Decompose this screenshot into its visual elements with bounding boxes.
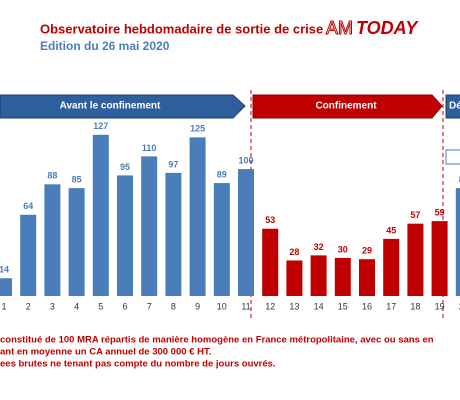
bar bbox=[0, 278, 12, 296]
x-tick-label: 1 bbox=[1, 301, 6, 311]
value-label: 95 bbox=[120, 162, 130, 172]
bar bbox=[92, 134, 109, 296]
value-label: 97 bbox=[168, 159, 178, 169]
value-label: 85 bbox=[459, 174, 460, 184]
x-tick-label: 18 bbox=[410, 301, 420, 311]
logo-today: TODAY bbox=[356, 18, 419, 38]
period-label: Déconfinement bbox=[449, 101, 460, 112]
legend-box bbox=[445, 149, 460, 165]
bar bbox=[359, 259, 375, 296]
bar bbox=[213, 183, 230, 296]
x-tick-label: 9 bbox=[195, 301, 200, 311]
x-tick-label: 6 bbox=[122, 301, 127, 311]
bar bbox=[68, 188, 85, 296]
bar bbox=[165, 172, 182, 296]
value-label: 59 bbox=[435, 207, 445, 217]
value-label: 125 bbox=[190, 124, 205, 134]
bar bbox=[189, 137, 206, 296]
period-label: Avant le confinement bbox=[60, 101, 161, 112]
bar bbox=[262, 228, 279, 296]
value-label: 53 bbox=[265, 215, 275, 225]
bar bbox=[334, 257, 351, 296]
x-tick-label: 12 bbox=[265, 301, 275, 311]
x-tick-label: 10 bbox=[217, 301, 227, 311]
value-label: 110 bbox=[142, 143, 157, 153]
value-label: 45 bbox=[386, 225, 396, 235]
value-label: 64 bbox=[23, 201, 33, 211]
bar bbox=[20, 214, 37, 296]
x-tick-label: 19 bbox=[435, 301, 445, 311]
x-tick-label: 16 bbox=[362, 301, 372, 311]
note: ant en moyenne un CA annuel de 300 000 €… bbox=[0, 347, 211, 358]
x-tick-label: 13 bbox=[289, 301, 299, 311]
period-arrow bbox=[252, 94, 443, 119]
x-tick-label: 3 bbox=[50, 301, 55, 311]
value-label: 100 bbox=[238, 155, 253, 165]
bar bbox=[383, 238, 400, 296]
x-tick-label: 20 bbox=[459, 301, 460, 311]
chart-subtitle: Edition du 26 mai 2020 bbox=[40, 39, 170, 53]
note: ees brutes ne tenant pas compte du nombr… bbox=[0, 359, 276, 370]
value-label: 28 bbox=[289, 247, 299, 257]
x-tick-label: 14 bbox=[314, 301, 324, 311]
x-tick-label: 11 bbox=[241, 301, 250, 311]
bar bbox=[431, 221, 448, 296]
value-label: 29 bbox=[362, 246, 372, 256]
chart-title: Observatoire hebdomadaire de sortie de c… bbox=[40, 21, 323, 36]
period-arrow bbox=[445, 94, 460, 119]
bar bbox=[117, 175, 133, 296]
value-label: 30 bbox=[338, 244, 348, 254]
bar bbox=[44, 184, 61, 296]
bar bbox=[286, 260, 303, 296]
x-tick-label: 5 bbox=[98, 301, 103, 311]
period-arrow bbox=[0, 94, 246, 119]
value-label: 89 bbox=[217, 169, 227, 179]
bar bbox=[407, 223, 424, 296]
value-label: 85 bbox=[72, 174, 82, 184]
bar bbox=[141, 156, 158, 296]
bar bbox=[310, 255, 327, 296]
value-label: 88 bbox=[47, 171, 57, 181]
value-label: 32 bbox=[314, 242, 324, 252]
x-tick-label: 4 bbox=[74, 301, 79, 311]
value-label: 127 bbox=[93, 121, 108, 131]
x-tick-label: 7 bbox=[147, 301, 152, 311]
x-tick-label: 8 bbox=[171, 301, 176, 311]
logo-am: AM bbox=[326, 18, 353, 38]
x-tick-label: 2 bbox=[26, 301, 31, 311]
period-label: Confinement bbox=[315, 101, 377, 112]
value-label: 14 bbox=[0, 265, 9, 275]
bar bbox=[238, 169, 254, 296]
note: constitué de 100 MRA répartis de manière… bbox=[0, 335, 434, 346]
value-label: 57 bbox=[410, 210, 420, 220]
x-tick-label: 15 bbox=[338, 301, 348, 311]
x-tick-label: 17 bbox=[386, 301, 396, 311]
bar bbox=[455, 188, 460, 296]
